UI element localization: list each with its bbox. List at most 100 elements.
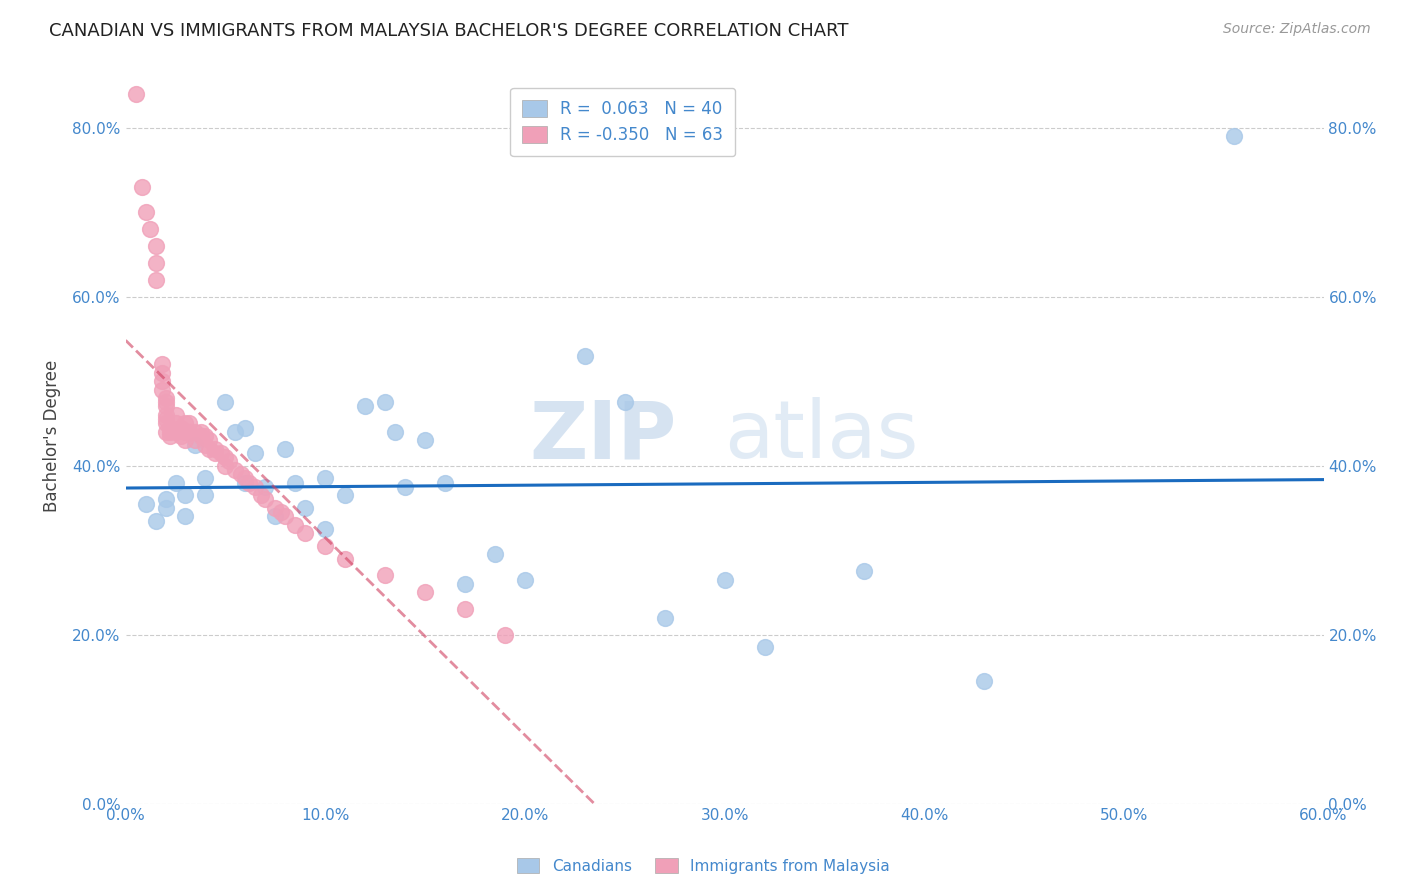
Point (354, 400, 377, 414)
Point (155, 417, 177, 431)
Point (155, 492, 177, 507)
Point (190, 429, 212, 443)
Text: ZIP: ZIP (530, 397, 676, 475)
Point (494, 627, 516, 641)
Legend: Canadians, Immigrants from Malaysia: Canadians, Immigrants from Malaysia (510, 852, 896, 880)
Point (613, 395, 636, 409)
Point (254, 492, 277, 507)
Point (145, 256, 167, 270)
Point (513, 573, 536, 587)
Point (198, 442, 221, 456)
Point (713, 573, 735, 587)
Point (274, 509, 297, 524)
Point (374, 395, 396, 409)
Point (194, 471, 217, 485)
Point (254, 480, 277, 494)
Point (245, 446, 267, 460)
Point (238, 475, 260, 490)
Point (250, 488, 273, 502)
Point (204, 446, 226, 460)
Point (150, 374, 173, 388)
Point (274, 442, 297, 456)
Text: atlas: atlas (724, 397, 920, 475)
Point (245, 480, 267, 494)
Point (194, 429, 217, 443)
Point (184, 437, 207, 451)
Point (155, 391, 177, 405)
Point (214, 395, 236, 409)
Point (314, 522, 336, 536)
Point (264, 509, 287, 524)
Point (218, 454, 240, 468)
Point (1222, 129, 1244, 144)
Point (124, 87, 146, 101)
Point (159, 425, 181, 439)
Point (165, 475, 187, 490)
Point (165, 417, 187, 431)
Point (194, 488, 217, 502)
Point (155, 425, 177, 439)
Point (434, 475, 457, 490)
Point (224, 463, 246, 477)
Point (314, 539, 336, 553)
Point (155, 408, 177, 422)
Point (170, 429, 193, 443)
Point (235, 475, 257, 490)
Point (135, 497, 157, 511)
Point (155, 500, 177, 515)
Point (174, 434, 197, 448)
Point (284, 517, 307, 532)
Point (145, 239, 167, 253)
Point (384, 425, 406, 439)
Point (145, 514, 167, 528)
Point (198, 434, 221, 448)
Point (231, 467, 253, 481)
Point (150, 357, 173, 371)
Y-axis label: Bachelor's Degree: Bachelor's Degree (44, 360, 60, 512)
Point (138, 222, 160, 236)
Point (294, 526, 316, 541)
Point (165, 425, 187, 439)
Point (413, 434, 436, 448)
Point (184, 434, 207, 448)
Point (973, 674, 995, 689)
Point (184, 425, 207, 439)
Point (335, 488, 357, 502)
Point (394, 480, 416, 494)
Legend: R =  0.063   N = 40, R = -0.350   N = 63: R = 0.063 N = 40, R = -0.350 N = 63 (510, 88, 735, 156)
Point (174, 425, 197, 439)
Point (170, 420, 193, 434)
Point (574, 349, 596, 363)
Point (174, 417, 197, 431)
Point (413, 585, 436, 599)
Point (135, 205, 157, 219)
Point (214, 450, 236, 465)
Point (155, 412, 177, 426)
Point (155, 400, 177, 414)
Point (155, 395, 177, 409)
Point (179, 425, 201, 439)
Point (454, 602, 477, 616)
Point (374, 568, 396, 582)
Point (294, 500, 316, 515)
Point (204, 442, 226, 456)
Point (159, 429, 181, 443)
Point (145, 273, 167, 287)
Point (194, 437, 217, 451)
Point (214, 458, 236, 473)
Point (270, 505, 292, 519)
Point (335, 551, 357, 566)
Point (179, 417, 201, 431)
Point (174, 509, 197, 524)
Text: Source: ZipAtlas.com: Source: ZipAtlas.com (1223, 22, 1371, 37)
Point (264, 500, 287, 515)
Point (454, 577, 477, 591)
Point (853, 564, 876, 578)
Point (224, 425, 246, 439)
Point (484, 547, 506, 561)
Point (150, 383, 173, 397)
Text: CANADIAN VS IMMIGRANTS FROM MALAYSIA BACHELOR'S DEGREE CORRELATION CHART: CANADIAN VS IMMIGRANTS FROM MALAYSIA BAC… (49, 22, 849, 40)
Point (654, 611, 676, 625)
Point (190, 425, 212, 439)
Point (314, 471, 336, 485)
